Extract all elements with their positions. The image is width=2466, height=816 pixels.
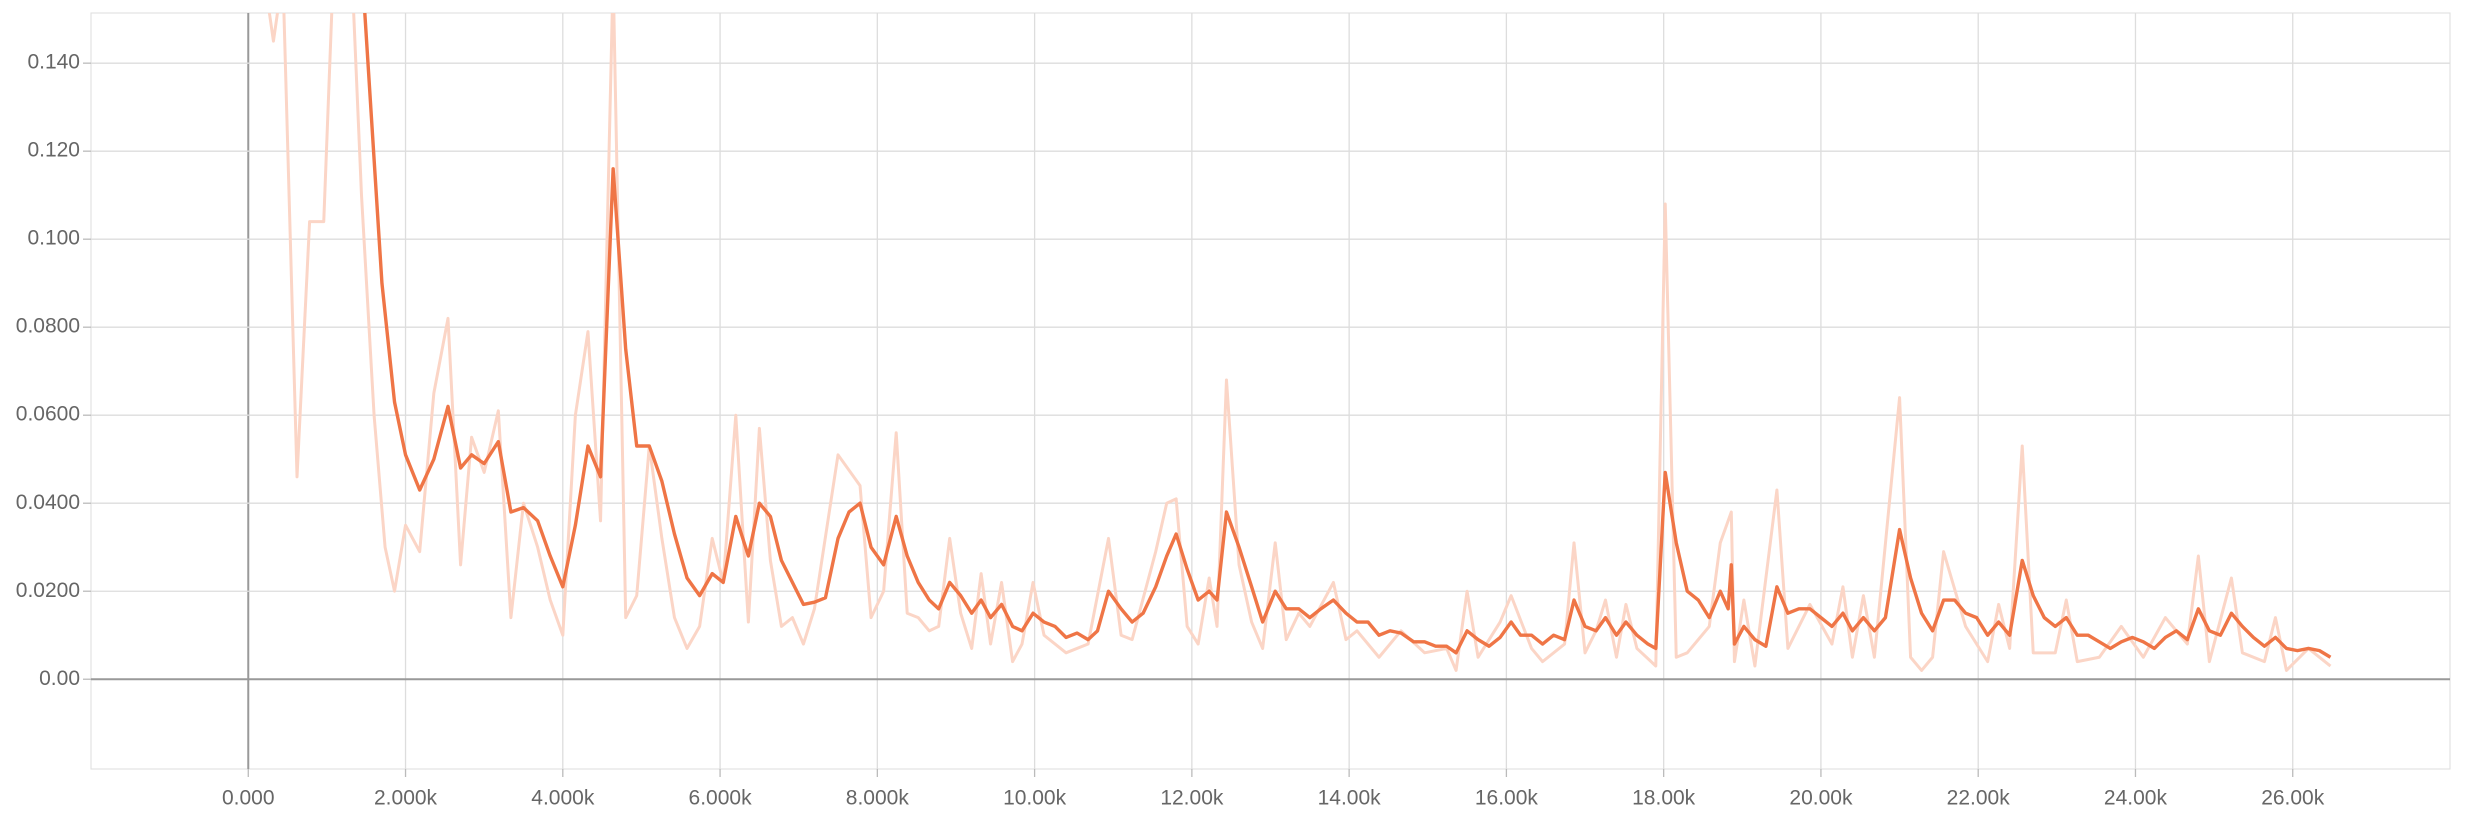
y-tick-label: 0.0800 (16, 315, 80, 338)
y-tick-label: 0.00 (39, 667, 80, 690)
x-tick-label: 26.00k (2261, 787, 2325, 810)
y-tick-label: 0.140 (27, 51, 80, 74)
x-tick-label: 2.000k (374, 787, 438, 810)
x-tick-label: 12.00k (1160, 787, 1224, 810)
x-tick-label: 6.000k (689, 787, 753, 810)
series-line (267, 13, 2332, 672)
x-tick-label: 4.000k (531, 787, 595, 810)
y-tick-label: 0.0600 (16, 403, 80, 426)
x-tick-label: 10.00k (1003, 787, 1067, 810)
series-line (363, 13, 2332, 659)
x-tick-label: 0.000 (222, 787, 275, 810)
x-tick-label: 14.00k (1318, 787, 1382, 810)
y-tick-label: 0.0400 (16, 491, 80, 514)
x-tick-label: 24.00k (2104, 787, 2168, 810)
x-tick-label: 16.00k (1475, 787, 1539, 810)
x-tick-label: 22.00k (1947, 787, 2011, 810)
tick-labels: 0.000 2.000k 4.000k 6.000k 8.000k 10.00k 12.00… (16, 51, 2325, 810)
y-tick-label: 0.100 (27, 227, 80, 250)
grid (83, 12, 2451, 777)
y-tick-label: 0.0200 (16, 579, 80, 602)
x-tick-label: 18.00k (1632, 787, 1696, 810)
x-tick-label: 8.000k (846, 787, 910, 810)
y-tick-label: 0.120 (27, 139, 80, 162)
x-tick-label: 20.00k (1789, 787, 1853, 810)
plot-frame (90, 12, 2451, 770)
plot-area (267, 13, 2332, 672)
